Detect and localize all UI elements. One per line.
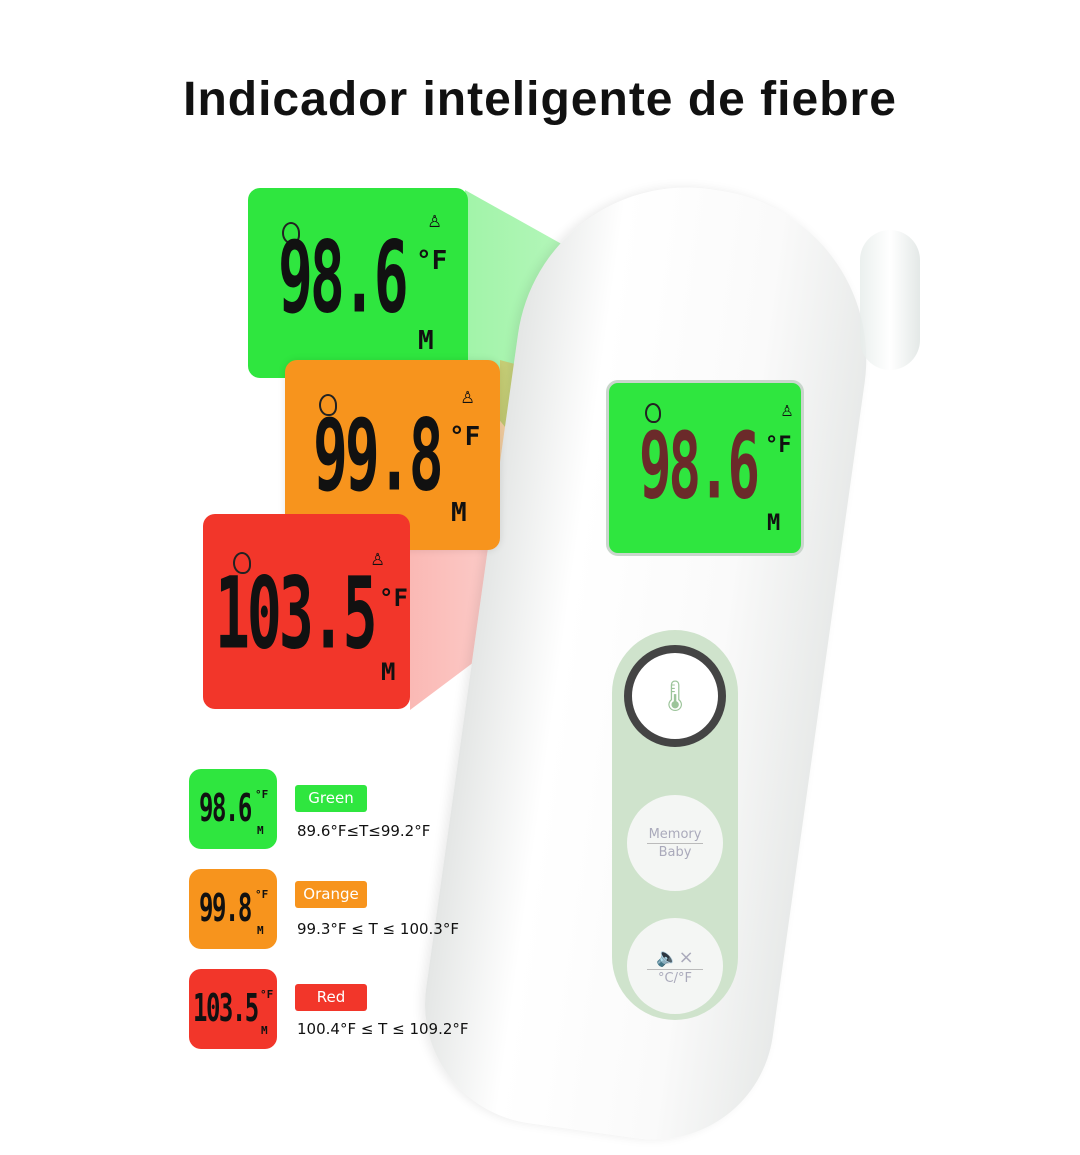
reading: 99.8 bbox=[199, 885, 252, 931]
unit: °F bbox=[255, 788, 269, 801]
head-icon bbox=[282, 222, 300, 244]
reading: 98.6 bbox=[199, 785, 252, 831]
legend-label-green: Green bbox=[295, 785, 367, 812]
divider bbox=[647, 968, 703, 970]
unit: °F bbox=[379, 584, 408, 612]
memory-label: Memory bbox=[648, 826, 702, 842]
mode: M bbox=[261, 1024, 268, 1037]
head-icon bbox=[233, 552, 251, 574]
device-screen: ♙ 98.6 °F M bbox=[606, 380, 804, 556]
head-icon bbox=[645, 403, 661, 423]
mode: M bbox=[257, 924, 264, 937]
legend-range-orange: 99.3°F ≤ T ≤ 100.3°F bbox=[297, 920, 459, 938]
probe-tip bbox=[860, 230, 920, 370]
thermometer-icon: 🌡 bbox=[655, 678, 695, 714]
mode: M bbox=[451, 498, 467, 528]
reading: 103.5 bbox=[193, 985, 259, 1031]
unit: °F bbox=[765, 433, 792, 458]
baby-label: Baby bbox=[658, 844, 692, 860]
legend-lcd-red: 103.5 °F M bbox=[189, 969, 277, 1049]
legend-label-orange: Orange bbox=[295, 881, 367, 908]
reading: 98.6 bbox=[639, 412, 760, 520]
unit: °F bbox=[255, 888, 269, 901]
baby-icon: ♙ bbox=[371, 546, 385, 571]
mode: M bbox=[767, 511, 781, 536]
mode: M bbox=[257, 824, 264, 837]
legend-lcd-orange: 99.8 °F M bbox=[189, 869, 277, 949]
mute-unit-button[interactable]: 🔈× °C/°F bbox=[627, 918, 723, 1014]
unit: °F bbox=[260, 988, 274, 1001]
baby-icon: ♙ bbox=[461, 384, 475, 409]
measure-button[interactable]: 🌡 bbox=[624, 645, 726, 747]
unit-toggle-label: °C/°F bbox=[658, 970, 692, 986]
mute-icon: 🔈× bbox=[656, 946, 694, 968]
legend-range-green: 89.6°F≤T≤99.2°F bbox=[297, 822, 431, 840]
page-title: Indicador inteligente de fiebre bbox=[183, 73, 897, 126]
lcd-display-green: ♙ 98.6 °F M bbox=[248, 188, 468, 378]
head-icon bbox=[319, 394, 337, 416]
reading: 103.5 bbox=[215, 555, 378, 672]
reading: 98.6 bbox=[278, 219, 409, 336]
legend-range-red: 100.4°F ≤ T ≤ 109.2°F bbox=[297, 1020, 469, 1038]
reading: 99.8 bbox=[313, 397, 444, 514]
unit: °F bbox=[416, 246, 448, 276]
baby-icon: ♙ bbox=[781, 397, 794, 421]
mode: M bbox=[418, 326, 434, 356]
divider bbox=[647, 842, 703, 844]
lcd-display-red: ♙ 103.5 °F M bbox=[203, 514, 410, 709]
legend-label-red: Red bbox=[295, 984, 367, 1011]
unit: °F bbox=[449, 422, 481, 452]
memory-baby-button[interactable]: Memory Baby bbox=[627, 795, 723, 891]
baby-icon: ♙ bbox=[428, 208, 442, 233]
mode: M bbox=[381, 658, 396, 686]
legend-lcd-green: 98.6 °F M bbox=[189, 769, 277, 849]
